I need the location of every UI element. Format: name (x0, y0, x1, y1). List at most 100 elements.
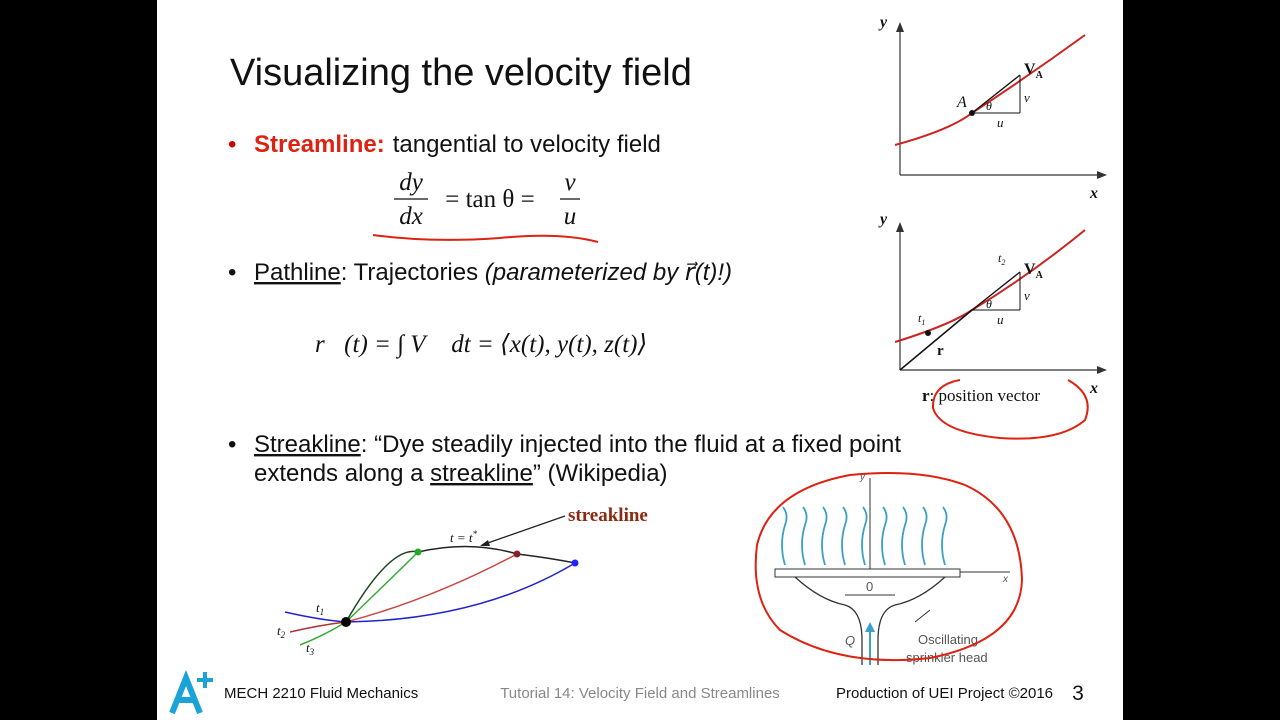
note: (parameterized by r⃗(t)!) (485, 259, 732, 286)
caption-text: : position vector (930, 386, 1041, 405)
label: t1 (918, 311, 925, 327)
bullet: • (228, 431, 236, 458)
label: r (937, 343, 944, 359)
footer-course: MECH 2210 Fluid Mechanics (224, 685, 418, 702)
label: u (997, 312, 1004, 327)
position-vector (899, 309, 973, 371)
figure-streamline: y x A θ VA v u (878, 14, 1107, 202)
text: : “Dye steadily injected into the fluid … (361, 431, 902, 458)
label-sub: A (1036, 70, 1044, 81)
pointer (481, 515, 566, 546)
label: t3 (306, 640, 315, 657)
flow-lines (781, 506, 948, 566)
figure-sprinkler: y x 0 Q Oscillating sprinkler head (754, 471, 1024, 665)
label: A (956, 94, 967, 111)
label: y (859, 472, 866, 483)
pathline (345, 562, 576, 623)
label: 0 (866, 579, 873, 594)
footer-tutorial: Tutorial 14: Velocity Field and Streamli… (500, 685, 780, 702)
point (571, 559, 579, 567)
text: ” (Wikipedia) (533, 460, 668, 487)
label: t (918, 311, 922, 325)
sprinkler-body (794, 576, 946, 665)
pointer (914, 609, 931, 623)
label: V (1024, 261, 1036, 278)
text: : Trajectories (341, 259, 485, 286)
caption: sprinkler head (906, 650, 988, 665)
arrowhead (896, 22, 904, 32)
label: v (1024, 90, 1030, 105)
label-sub: 1 (320, 607, 325, 617)
label-sub: 3 (309, 647, 315, 657)
label: t1 (316, 600, 324, 617)
eq-num: dy (399, 169, 424, 196)
arrowhead (865, 622, 875, 632)
vector (971, 271, 1021, 311)
label: Q (845, 633, 855, 648)
arrowhead (896, 222, 904, 232)
arrowhead (1097, 171, 1107, 179)
bullet: • (228, 259, 236, 286)
label: r (922, 386, 930, 405)
bullet: • (228, 131, 236, 158)
caption: r: position vector (922, 386, 1040, 405)
eq-num: v (564, 169, 576, 196)
text: extends along a (254, 460, 430, 487)
sprinkler-head (774, 568, 961, 578)
point (925, 330, 931, 336)
bullet-text: Streamline: tangential to velocity field (254, 131, 661, 158)
eq-middle: = tan θ = (445, 186, 534, 213)
label: t (306, 640, 310, 655)
point (341, 617, 351, 627)
circle-annotation (931, 379, 1089, 440)
label: streakline (568, 505, 648, 526)
label-sub: 1 (921, 318, 925, 327)
link-word: streakline (430, 460, 533, 487)
term: Pathline (254, 259, 341, 286)
bullet-text: Streakline: “Dye steadily injected into … (254, 431, 901, 458)
equation: dy dx = tan θ = v u (394, 169, 580, 230)
label-sub: 2 (281, 630, 286, 640)
label: θ (986, 99, 992, 113)
label: x (1002, 574, 1009, 585)
footer-credit: Production of UEI Project ©2016 (836, 685, 1053, 702)
equation: r⃗(t) = ∫ V⃗ dt = ⟨x(t), y(t), z(t)⟩ (315, 331, 647, 359)
label: VA (1024, 261, 1044, 281)
bullet-text: extends along a streakline” (Wikipedia) (254, 460, 668, 487)
slide-title: Visualizing the velocity field (230, 52, 692, 94)
streakline (417, 545, 576, 564)
label: V (1024, 61, 1036, 78)
text: tangential to velocity field (393, 131, 661, 158)
eq-den: u (564, 203, 577, 230)
arrowhead (480, 540, 490, 546)
point (513, 550, 521, 558)
page-number: 3 (1072, 682, 1084, 705)
label-sub: A (1036, 270, 1044, 281)
label: x (1089, 380, 1098, 397)
caption: Oscillating (918, 632, 978, 647)
label: y (878, 211, 888, 228)
label-sup: * (473, 529, 478, 539)
arrowhead (1097, 366, 1107, 374)
point (414, 548, 422, 556)
label: t = t (450, 530, 473, 545)
label: θ (986, 297, 992, 311)
logo (169, 669, 213, 715)
term: Streamline: (254, 131, 385, 158)
pathline (345, 553, 518, 623)
vector (971, 74, 1021, 114)
underline-annotation (372, 234, 599, 243)
label-sub: 2 (1001, 258, 1005, 267)
label: v (1024, 288, 1030, 303)
label: t2 (277, 623, 286, 640)
label: t (316, 600, 320, 615)
label: VA (1024, 61, 1044, 81)
term: Streakline (254, 431, 361, 458)
eq-den: dx (399, 203, 423, 230)
label: u (997, 115, 1004, 130)
logo-letter (169, 669, 203, 715)
logo-plus (197, 672, 213, 688)
label: x (1089, 185, 1098, 202)
label: t2 (998, 251, 1005, 267)
figure-pathline: y x t2 t1 VA θ v u r r: position vector (878, 211, 1107, 440)
